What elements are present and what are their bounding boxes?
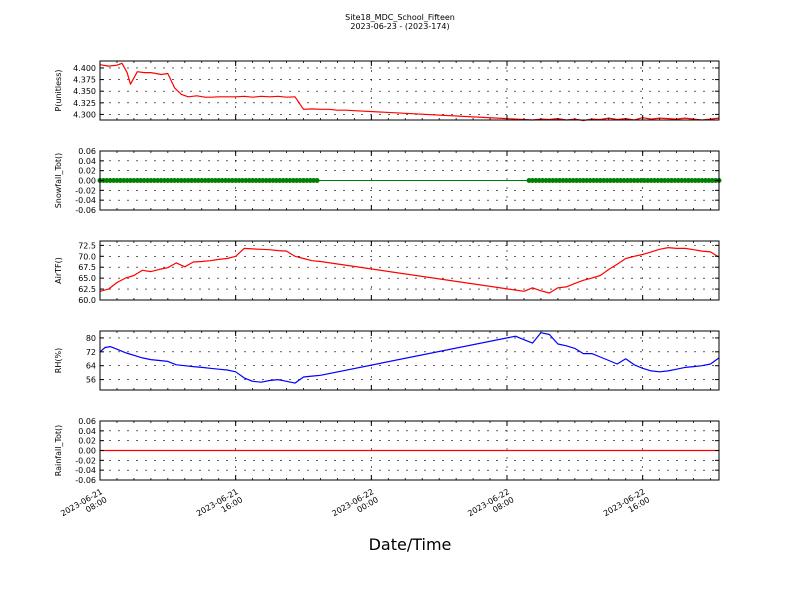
x-tick-label: 2023-06-2208:00 xyxy=(466,487,515,526)
panel-2: -0.06-0.04-0.020.000.020.040.06 Snowfall_… xyxy=(54,147,722,215)
chart-panels: 4.300 4.325 4.350 4.375 4.400 P(unitless) -0.0… xyxy=(54,60,722,485)
y-axis-label: AirTF() xyxy=(54,257,63,284)
y-tick-label: -0.04 xyxy=(75,466,96,475)
y-tick-label: 62.5 xyxy=(78,285,96,294)
x-axis-label: Date/Time xyxy=(369,535,452,554)
x-tick-label: 2023-06-2116:00 xyxy=(195,487,244,526)
panel-5: -0.06-0.04-0.020.000.020.040.06 Rainfall_… xyxy=(54,417,720,485)
x-axis-ticks: 2023-06-2108:00 2023-06-2116:00 2023-06-22… xyxy=(59,487,651,526)
plot-area xyxy=(100,331,719,390)
y-tick-label: -0.02 xyxy=(75,456,96,465)
plot-frame xyxy=(99,330,720,391)
y-tick-label: 70.0 xyxy=(78,252,96,261)
series-line xyxy=(99,62,720,122)
y-axis-label: P(unitless) xyxy=(54,69,63,111)
x-tick-label: 2023-06-2200:00 xyxy=(331,487,380,526)
series-line xyxy=(99,247,720,294)
plot-area xyxy=(100,61,719,120)
plot-frame xyxy=(99,240,720,301)
y-tick-label: 0.00 xyxy=(78,447,96,456)
y-tick-label: 64 xyxy=(86,362,96,371)
y-tick-label: -0.02 xyxy=(75,186,96,195)
panel-4: 56 64 72 80 RH(%) xyxy=(54,330,720,391)
y-tick-label: 65.0 xyxy=(78,274,96,283)
plot-area xyxy=(100,241,719,300)
y-tick-label: 56 xyxy=(86,376,96,385)
y-tick-label: 80 xyxy=(86,334,96,343)
plot-frame xyxy=(99,60,720,121)
y-tick-label: 0.06 xyxy=(78,147,96,156)
y-axis-label: Rainfall_Tot() xyxy=(54,425,63,477)
y-tick-label: 4.375 xyxy=(73,76,96,85)
y-tick-label: 67.5 xyxy=(78,263,96,272)
y-tick-label: 0.06 xyxy=(78,417,96,426)
panel-3: 60.0 62.5 65.0 67.5 70.0 72.5 AirTF() xyxy=(54,240,720,305)
y-tick-label: -0.06 xyxy=(75,476,96,485)
y-tick-label: 0.02 xyxy=(78,167,96,176)
y-tick-label: 0.02 xyxy=(78,437,96,446)
y-tick-label: 4.400 xyxy=(73,64,96,73)
y-axis-label: Snowfall_Tot() xyxy=(54,153,63,209)
series-line xyxy=(99,332,720,384)
y-tick-label: -0.04 xyxy=(75,196,96,205)
x-tick-label: 2023-06-2216:00 xyxy=(602,487,651,526)
panel-1: 4.300 4.325 4.350 4.375 4.400 P(unitless) xyxy=(54,60,720,122)
y-tick-label: 72 xyxy=(86,348,96,357)
y-tick-label: -0.06 xyxy=(75,206,96,215)
y-axis-label: RH(%) xyxy=(54,348,63,373)
y-tick-label: 0.00 xyxy=(78,177,96,186)
y-tick-label: 72.5 xyxy=(78,241,96,250)
chart-subtitle: 2023-06-23 - (2023-174) xyxy=(350,22,449,31)
y-tick-label: 4.300 xyxy=(73,110,96,119)
y-tick-label: 0.04 xyxy=(78,427,96,436)
x-tick-label: 2023-06-2108:00 xyxy=(59,487,108,526)
y-tick-label: 60.0 xyxy=(78,296,96,305)
chart-title: Site18_MDC_School_Fifteen xyxy=(345,13,455,22)
data-point xyxy=(314,178,320,183)
y-tick-label: 4.350 xyxy=(73,87,96,96)
y-tick-label: 4.325 xyxy=(73,99,96,108)
y-tick-label: 0.04 xyxy=(78,157,96,166)
